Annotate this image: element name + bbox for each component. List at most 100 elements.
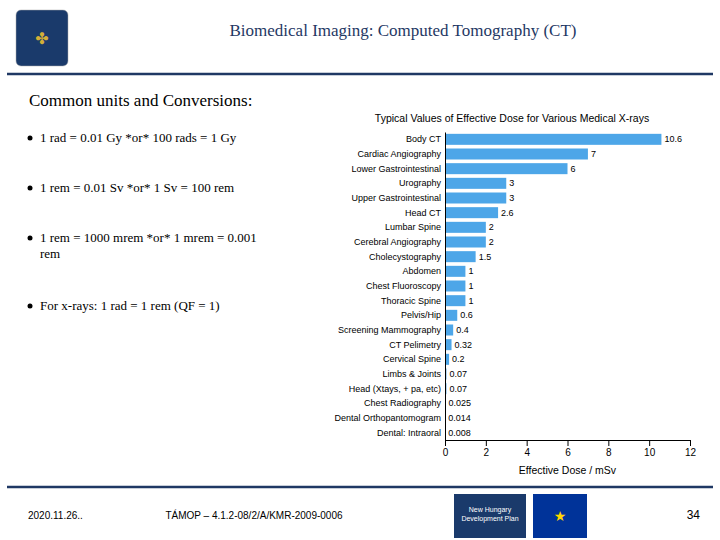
- data-label: 0.008: [448, 428, 471, 438]
- bullet-text: 1 rem = 0.01 Sv *or* 1 Sv = 100 rem: [40, 180, 234, 195]
- text-line: 1 rem = 0.01 Sv *or* 1 Sv = 100 rem: [40, 180, 234, 195]
- y-tick-label: Dental Orthopantomogram: [334, 413, 441, 423]
- bar: [445, 251, 476, 262]
- footer-logo-plan: New HungaryDevelopment Plan: [454, 494, 526, 538]
- bullet-list: 1 rad = 0.01 Gy *or* 100 rads = 1 Gy 1 re…: [28, 130, 257, 313]
- title: Biomedical Imaging: Computed Tomography …: [230, 21, 577, 40]
- x-tick: 0: [443, 440, 449, 458]
- data-label: 10.6: [664, 134, 682, 144]
- y-tick: CT Pelimetry: [389, 340, 441, 350]
- header-logo: ✤: [16, 10, 68, 66]
- x-tick-label: 10: [644, 447, 656, 458]
- page-number: 34: [687, 508, 701, 522]
- y-tick: Cervical Spine: [383, 354, 441, 364]
- x-tick-mark: [527, 440, 528, 446]
- logo-symbol: ★: [554, 508, 567, 524]
- text-line: For x-rays: 1 rad = 1 rem (QF = 1): [40, 298, 220, 313]
- data-label: 3: [509, 193, 514, 203]
- logo-box: [454, 494, 526, 538]
- data-label: 1: [468, 296, 473, 306]
- bar: [445, 222, 486, 233]
- y-tick-label: Lumbar Spine: [385, 222, 441, 232]
- data-label: 3: [509, 178, 514, 188]
- y-tick: Head (Xtays, + pa, etc): [349, 384, 441, 394]
- text-line: rem: [40, 246, 60, 261]
- text-line: 1 rem = 1000 mrem *or* 1 mrem = 0.001: [40, 230, 257, 245]
- data-label: 6: [571, 164, 576, 174]
- x-tick: 8: [606, 440, 612, 458]
- data-label: 0.07: [449, 369, 467, 379]
- x-tick: 2: [484, 440, 490, 458]
- footer-logo-eu: ★: [533, 494, 587, 538]
- data-label: 1.5: [479, 252, 492, 262]
- y-tick: Urography: [399, 178, 442, 188]
- slide: ✤ Biomedical Imaging: Computed Tomography…: [0, 0, 720, 540]
- x-tick-mark: [608, 440, 609, 446]
- data-label: 1: [468, 281, 473, 291]
- x-tick-label: 2: [484, 447, 490, 458]
- x-tick-label: 6: [565, 447, 571, 458]
- y-tick-label: Upper Gastrointestinal: [351, 193, 441, 203]
- y-tick-label: Chest Fluoroscopy: [366, 281, 442, 291]
- footer-center: TÁMOP – 4.1.2-08/2/A/KMR-2009-0006: [165, 509, 343, 521]
- data-label: 0.4: [456, 325, 469, 335]
- data-label: 0.014: [448, 413, 471, 423]
- logo-box: [533, 494, 587, 538]
- y-tick-label: Urography: [399, 178, 442, 188]
- bar: [445, 325, 453, 336]
- logo-text: New HungaryDevelopment Plan: [461, 506, 518, 523]
- y-tick: Dental Orthopantomogram: [334, 413, 441, 423]
- bar: [445, 207, 498, 218]
- data-label: 0.07: [449, 384, 467, 394]
- bullet-dot: [28, 186, 33, 191]
- bullet-text: 1 rad = 0.01 Gy *or* 100 rads = 1 Gy: [40, 130, 237, 145]
- x-tick-label: 12: [685, 447, 697, 458]
- bar: [445, 281, 465, 292]
- bullet-text: 1 rem = 1000 mrem *or* 1 mrem = 0.001rem: [40, 230, 257, 261]
- y-tick: Abdomen: [402, 266, 441, 276]
- y-tick-label: Thoracic Spine: [381, 296, 441, 306]
- x-axis-title: Effective Dose / mSv: [519, 464, 617, 476]
- y-tick: Body CT: [406, 134, 442, 144]
- y-tick: Thoracic Spine: [381, 296, 441, 306]
- y-tick: Chest Radiography: [364, 398, 442, 408]
- y-axis: Body CT Cardiac Angiography Lower Gastroin…: [334, 133, 445, 441]
- chart: Typical Values of Effective Dose for Var…: [334, 112, 696, 476]
- data-label: 0.6: [460, 310, 473, 320]
- y-tick-label: Head CT: [405, 208, 442, 218]
- x-tick-mark: [568, 440, 569, 446]
- y-tick: Cerebral Angiography: [354, 237, 442, 247]
- y-tick-label: Pelvis/Hip: [401, 310, 441, 320]
- x-axis: 0 2 4 6 8 10 12: [443, 440, 697, 458]
- bar: [445, 193, 506, 204]
- y-tick-label: Body CT: [406, 134, 442, 144]
- y-tick-label: Cholecystography: [369, 252, 442, 262]
- bar: [445, 295, 465, 306]
- y-tick-label: Dental: Intraoral: [377, 428, 441, 438]
- footer-line: [7, 486, 713, 489]
- y-tick: Lower Gastrointestinal: [351, 164, 441, 174]
- x-tick: 10: [644, 440, 656, 458]
- logo-shield: [16, 10, 68, 66]
- x-tick-mark: [445, 440, 446, 446]
- y-tick-label: Screening Mammography: [338, 325, 442, 335]
- x-tick-mark: [690, 440, 691, 446]
- x-tick-label: 4: [524, 447, 530, 458]
- bar: [445, 149, 588, 160]
- data-label: 0.025: [449, 398, 472, 408]
- y-tick-label: Cardiac Angiography: [357, 149, 441, 159]
- y-tick: Lumbar Spine: [385, 222, 441, 232]
- text-line: New Hungary: [469, 506, 512, 514]
- y-tick: Screening Mammography: [338, 325, 442, 335]
- y-tick-label: Cervical Spine: [383, 354, 441, 364]
- x-tick-mark: [486, 440, 487, 446]
- x-tick: 12: [685, 440, 697, 458]
- y-tick-label: CT Pelimetry: [389, 340, 441, 350]
- data-label: 1: [468, 266, 473, 276]
- subtitle: Common units and Conversions:: [29, 91, 252, 110]
- bullet-dot: [28, 304, 33, 309]
- y-tick: Cholecystography: [369, 252, 442, 262]
- y-tick-label: Chest Radiography: [364, 398, 442, 408]
- bar: [445, 237, 486, 248]
- x-tick: 6: [565, 440, 571, 458]
